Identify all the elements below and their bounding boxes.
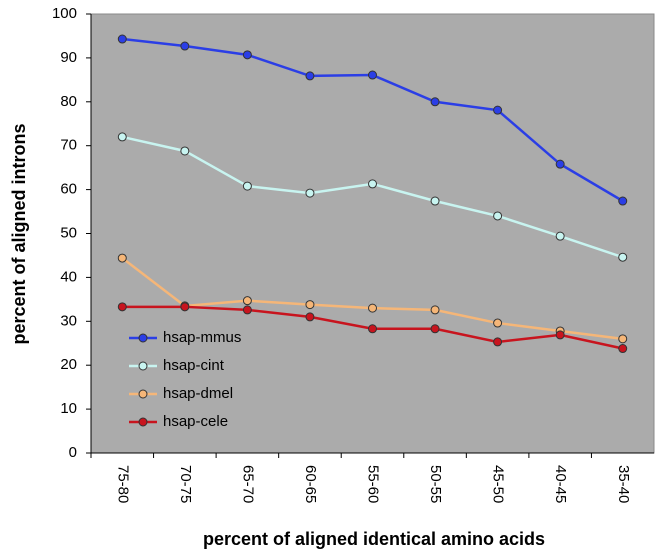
data-point bbox=[368, 303, 377, 313]
x-tick-label: 35-40 bbox=[615, 465, 632, 503]
data-point bbox=[117, 302, 127, 312]
y-tick-label: 80 bbox=[60, 93, 77, 110]
data-point bbox=[180, 302, 190, 312]
y-tick-label: 10 bbox=[60, 400, 77, 417]
legend-marker bbox=[138, 333, 148, 343]
y-tick-label: 100 bbox=[52, 5, 77, 22]
y-tick-label: 50 bbox=[60, 224, 77, 241]
x-tick-label: 55-60 bbox=[365, 465, 382, 503]
data-point bbox=[555, 330, 565, 340]
data-point bbox=[242, 181, 252, 191]
y-tick-label: 0 bbox=[69, 444, 77, 461]
data-point bbox=[117, 132, 127, 142]
legend-label: hsap-dmel bbox=[163, 385, 233, 402]
data-point bbox=[493, 337, 503, 347]
legend-label: hsap-cint bbox=[163, 357, 225, 374]
y-tick-label: 90 bbox=[60, 49, 77, 66]
y-tick-label: 60 bbox=[60, 181, 77, 198]
data-point bbox=[555, 159, 565, 169]
data-point bbox=[368, 70, 377, 80]
data-point bbox=[117, 34, 127, 44]
legend-marker bbox=[138, 389, 148, 399]
data-point bbox=[117, 253, 127, 263]
data-point bbox=[305, 188, 315, 198]
data-point bbox=[242, 296, 252, 306]
data-point bbox=[305, 300, 315, 310]
data-point bbox=[493, 318, 503, 328]
x-axis-title: percent of aligned identical amino acids bbox=[203, 529, 545, 549]
y-tick-label: 40 bbox=[60, 268, 77, 285]
data-point bbox=[430, 324, 440, 334]
legend-label: hsap-cele bbox=[163, 413, 228, 430]
data-point bbox=[180, 146, 190, 156]
y-axis-title: percent of aligned introns bbox=[9, 123, 29, 344]
data-point bbox=[242, 50, 252, 60]
data-point bbox=[618, 196, 628, 206]
data-point bbox=[493, 211, 503, 221]
data-point bbox=[430, 97, 440, 107]
legend-marker bbox=[138, 361, 148, 371]
x-tick-label: 65-70 bbox=[239, 465, 256, 503]
data-point bbox=[618, 344, 628, 354]
data-point bbox=[180, 41, 190, 51]
x-tick-label: 75-80 bbox=[114, 465, 131, 503]
data-point bbox=[555, 231, 565, 241]
y-tick-label: 70 bbox=[60, 137, 77, 154]
data-point bbox=[618, 334, 628, 344]
data-point bbox=[242, 305, 252, 315]
legend-marker bbox=[138, 417, 148, 427]
y-tick-label: 30 bbox=[60, 312, 77, 329]
x-tick-label: 70-75 bbox=[177, 465, 194, 503]
data-point bbox=[305, 71, 315, 81]
data-point bbox=[368, 179, 377, 189]
data-point bbox=[618, 252, 628, 262]
data-point bbox=[430, 305, 440, 315]
y-tick-label: 20 bbox=[60, 356, 77, 373]
x-tick-label: 50-55 bbox=[427, 465, 444, 503]
x-tick-label: 60-65 bbox=[302, 465, 319, 503]
data-point bbox=[305, 312, 315, 322]
data-point bbox=[368, 324, 377, 334]
data-point bbox=[430, 196, 440, 206]
x-tick-label: 40-45 bbox=[552, 465, 569, 503]
x-tick-label: 45-50 bbox=[490, 465, 507, 503]
data-point bbox=[493, 105, 503, 115]
legend-label: hsap-mmus bbox=[163, 329, 241, 346]
